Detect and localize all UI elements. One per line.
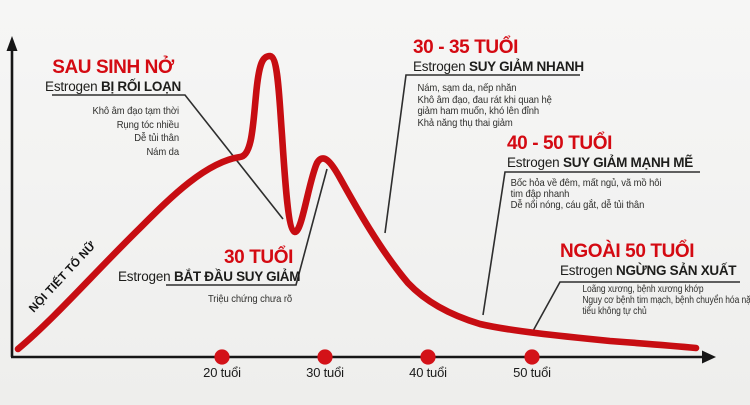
subtitle-bold: BỊ RỐI LOẠN [101, 79, 181, 94]
symptom-list: Bốc hỏa về đêm, mất ngủ, vã mồ hôi tim đ… [507, 178, 674, 211]
subtitle-bold: SUY GIẢM MẠNH MẼ [563, 155, 693, 170]
annotation-subtitle: Estrogen NGỪNG SẢN XUẤT [560, 262, 750, 279]
estrogen-curve-line [14, 52, 700, 353]
symptom-item: Nám, sạm da, nếp nhăn [417, 82, 517, 94]
connector-sau-sinh-no [52, 94, 284, 220]
annotation-30-tuoi: 30 TUỔI Estrogen BẮT ĐẦU SUY GIẢM Triệu … [118, 247, 301, 305]
x-axis-arrowhead-icon [702, 350, 716, 364]
subtitle-prefix: Estrogen [45, 79, 98, 94]
symptom-list: Loãng xương, bệnh xương khớp Nguy cơ bện… [576, 284, 750, 317]
symptom-item: Nguy cơ bệnh tim mạch, bệnh chuyển hóa n… [582, 294, 750, 306]
symptom-item: Dễ tủi thân [134, 132, 179, 145]
age-dot-20 [214, 349, 230, 365]
subtitle-prefix: Estrogen [413, 59, 466, 74]
annotation-title: NGOÀI 50 TUỔI [560, 241, 695, 262]
symptom-list: Nám, sạm da, nếp nhăn Khô âm đạo, đau rá… [413, 82, 567, 129]
symptom-item: tim đập nhanh [510, 188, 570, 200]
annotation-title: 30 TUỔI [224, 247, 293, 268]
symptom-item: Khô âm đạo tạm thời [92, 105, 180, 117]
symptom-item: Bốc hỏa về đêm, mất ngủ, vã mồ hôi [510, 177, 662, 189]
x-tick-40-tuoi: 40 tuổi [409, 365, 447, 380]
symptom-item: Dễ nổi nóng, cáu gắt, dễ tủi thân [510, 199, 645, 211]
symptom-list: Khô âm đạo tạm thời Rụng tóc nhiều Dễ tủ… [53, 105, 188, 159]
subtitle-prefix: Estrogen [560, 263, 613, 278]
x-tick-30-tuoi: 30 tuổi [306, 365, 344, 380]
connector-40-50-tuoi [482, 171, 700, 316]
annotation-title: SAU SINH NỞ [52, 57, 174, 78]
symptom-item: tiểu không tự chủ [582, 305, 647, 317]
annotation-title: 30 - 35 TUỔI [413, 37, 519, 58]
annotation-subtitle: Estrogen BẮT ĐẦU SUY GIẢM [118, 268, 301, 285]
connector-30-35-tuoi [384, 74, 580, 234]
annotation-subtitle: Estrogen SUY GIẢM MẠNH MẼ [507, 154, 693, 171]
annotation-30-35-tuoi: 30 - 35 TUỔI Estrogen SUY GIẢM NHANH Nám… [413, 37, 584, 129]
connector-30-tuoi [166, 168, 328, 286]
annotation-subtitle: Estrogen SUY GIẢM NHANH [413, 58, 584, 75]
annotation-sau-sinh-no: SAU SINH NỞ Estrogen BỊ RỐI LOẠN Khô âm … [38, 57, 188, 159]
age-dot-50 [524, 349, 540, 365]
subtitle-bold: NGỪNG SẢN XUẤT [616, 263, 737, 278]
symptom-item: giảm ham muốn, khó lên đỉnh [417, 105, 540, 118]
symptom-item: Loãng xương, bệnh xương khớp [582, 284, 704, 295]
subtitle-bold: SUY GIẢM NHANH [469, 59, 584, 74]
symptom-item: Khô âm đạo, đau rát khi quan hệ [417, 93, 552, 106]
age-dot-30 [317, 349, 333, 365]
subtitle-prefix: Estrogen [507, 155, 560, 170]
x-tick-50-tuoi: 50 tuổi [513, 365, 551, 380]
symptom-item: Rụng tóc nhiều [116, 118, 179, 131]
subtitle-bold: BẮT ĐẦU SUY GIẢM [174, 269, 301, 284]
annotation-title: 40 - 50 TUỔI [507, 133, 613, 154]
annotation-subtitle: Estrogen BỊ RỐI LOẠN [38, 78, 188, 95]
symptom-list: Triệu chứng chưa rõ [136, 293, 294, 305]
x-tick-20-tuoi: 20 tuổi [203, 365, 241, 380]
symptom-item: Triệu chứng chưa rõ [207, 293, 293, 305]
age-dot-40 [420, 349, 436, 365]
connector-ngoai-50-tuoi [532, 281, 740, 332]
symptom-item: Khả năng thụ thai giảm [417, 116, 513, 129]
symptom-item: Nám da [146, 145, 179, 158]
annotation-40-50-tuoi: 40 - 50 TUỔI Estrogen SUY GIẢM MẠNH MẼ B… [507, 133, 693, 211]
y-axis-arrowhead-icon [6, 36, 18, 51]
annotation-ngoai-50-tuoi: NGOÀI 50 TUỔI Estrogen NGỪNG SẢN XUẤT Lo… [560, 241, 750, 317]
subtitle-prefix: Estrogen [118, 269, 171, 284]
